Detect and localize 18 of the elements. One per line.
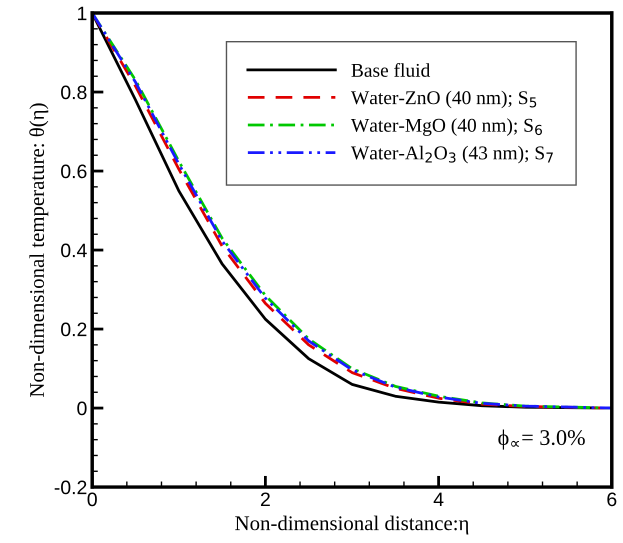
y-tick-label: 0.4 bbox=[61, 244, 87, 258]
y-tick-label: 1 bbox=[78, 6, 86, 20]
legend-label: Base fluid bbox=[351, 63, 430, 77]
x-axis-title: Non-dimensional distance:η bbox=[235, 516, 468, 535]
legend-label: Water-Al$_{2}$O$_{3}$ (43 nm); S$_{7}$ bbox=[350, 146, 553, 164]
x-tick-label: 4 bbox=[434, 492, 444, 506]
legend-label: Water-MgO (40 nm); S$_{6}$ bbox=[350, 118, 542, 136]
x-tick-label: 2 bbox=[260, 492, 270, 506]
legend-label: Water-ZnO (40 nm); S$_{5}$ bbox=[350, 90, 536, 108]
y-tick-label: -0.2 bbox=[54, 480, 86, 494]
y-tick-label: 0.8 bbox=[61, 86, 86, 100]
y-tick-label: 0.6 bbox=[61, 164, 86, 178]
y-axis-title: Non-dimensional temperature: θ(η) bbox=[29, 103, 48, 397]
x-tick-label: 6 bbox=[607, 492, 616, 506]
x-tick-label: 0 bbox=[88, 492, 97, 506]
annotation: ϕ$_{∝}$= 3.0% bbox=[498, 429, 585, 450]
y-tick-label: 0.2 bbox=[61, 322, 86, 336]
y-tick-label: 0 bbox=[77, 402, 87, 416]
